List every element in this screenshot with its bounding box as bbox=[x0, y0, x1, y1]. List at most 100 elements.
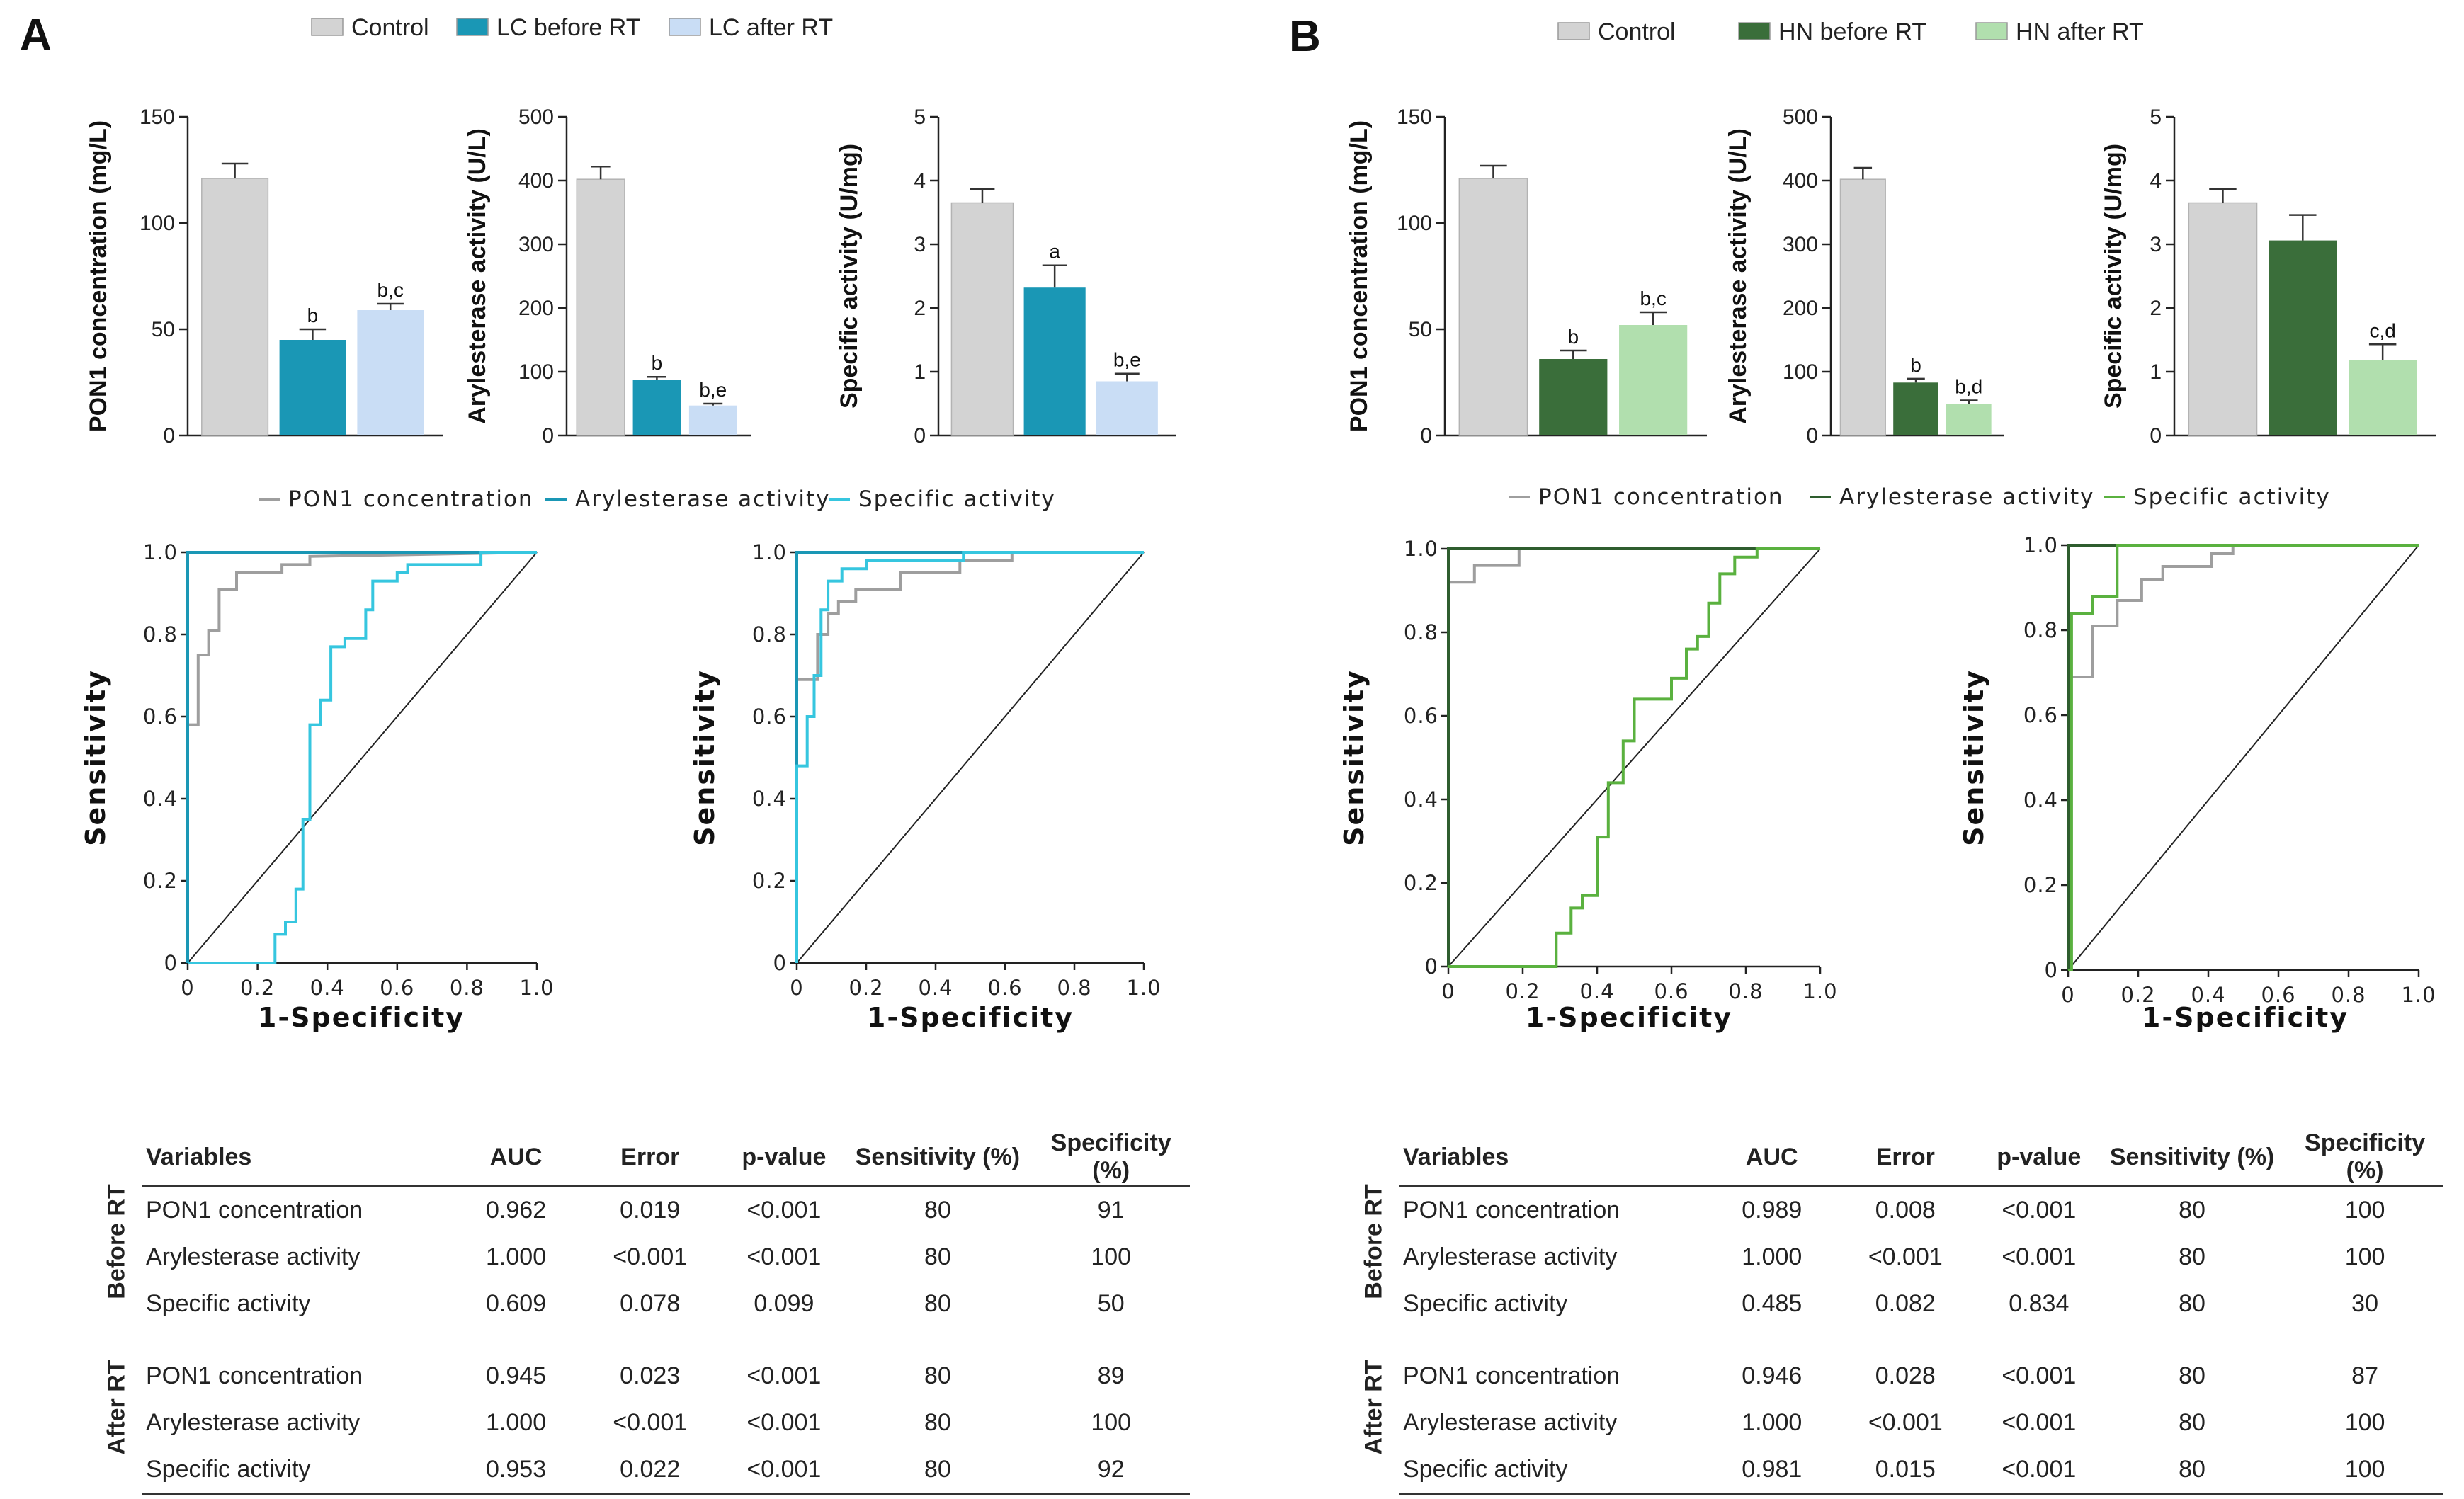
panel-b-bar-chart-3-y-tick-label: 5 bbox=[2150, 106, 2162, 129]
table-cell: <0.001 bbox=[746, 1243, 822, 1270]
table-cell: <0.001 bbox=[1868, 1243, 1943, 1270]
panel-a-legend-label: LC before RT bbox=[496, 14, 640, 41]
panel-a-bar-chart-1-y-axis-title: PON1 concentration (mg/L) bbox=[85, 120, 112, 432]
table-header-cell: Variables bbox=[142, 1129, 458, 1187]
panel-b-legend-swatch bbox=[1975, 22, 2008, 40]
table-row: PON1 concentration 0.946 0.028 <0.001 80 87 bbox=[1399, 1352, 2443, 1399]
panel-a-roc-chart-2-x-tick-label: 0.6 bbox=[987, 976, 1022, 1000]
table-row: Arylesterase activity 1.000 <0.001 <0.001 80… bbox=[1399, 1233, 2443, 1280]
table-cell: 0.946 bbox=[1742, 1362, 1802, 1389]
table-cell: 80 bbox=[2179, 1243, 2205, 1270]
panel-b-roc-chart-2-y-tick-label: 1.0 bbox=[2023, 533, 2058, 557]
panel-a-bar-chart-3-significance-label: b,e bbox=[1113, 349, 1141, 371]
table-header-cell: AUC bbox=[1713, 1129, 1831, 1187]
panel-b-roc-chart-2-y-tick-label: 0.2 bbox=[2023, 873, 2058, 897]
table-cell: 1.000 bbox=[1742, 1408, 1802, 1436]
panel-a-bar-chart-2-significance-label: b bbox=[652, 352, 663, 374]
panel-a-bar-chart-2-y-tick-label: 300 bbox=[518, 233, 554, 256]
table-cell: 100 bbox=[2286, 1446, 2443, 1495]
panel-a-roc-chart-1-x-tick-label: 0.4 bbox=[310, 976, 345, 1000]
table-cell: Specific activity bbox=[142, 1446, 458, 1495]
panel-b-roc-chart-2-x-tick-label: 0.4 bbox=[2191, 983, 2225, 1007]
panel-a-bar-chart-3-bar bbox=[1096, 381, 1158, 435]
panel-b-roc-chart-1-reference-line bbox=[1448, 548, 1821, 967]
table-row: Specific activity 0.609 0.078 0.099 80 50 bbox=[142, 1280, 1190, 1327]
panel-a-roc-chart-1-x-tick-label: 0 bbox=[181, 976, 194, 1000]
panel-b-bar-chart-2-y-tick-label: 400 bbox=[1783, 169, 1818, 193]
table-cell: <0.001 bbox=[746, 1196, 822, 1224]
panel-a-bar-chart-2-bar bbox=[632, 380, 681, 435]
table-cell: 80 bbox=[2179, 1289, 2205, 1317]
panel-a-bar-chart-2-y-tick-label: 0 bbox=[542, 424, 554, 448]
panel-a-roc-chart-1-x-tick-label: 0.2 bbox=[240, 976, 275, 1000]
panel-a-bar-chart-2-bar bbox=[576, 178, 625, 436]
panel-b-bar-chart-1-y-tick-label: 50 bbox=[1409, 318, 1432, 341]
table-header-cell: Specificity (%) bbox=[1032, 1129, 1190, 1187]
panel-b-roc-chart-2-x-tick-label: 0.2 bbox=[2120, 983, 2155, 1007]
table-cell: <0.001 bbox=[613, 1408, 688, 1436]
table-header-cell: Error bbox=[575, 1129, 725, 1187]
table-row: PON1 concentration 0.962 0.019 <0.001 80 91 bbox=[142, 1186, 1190, 1234]
table-cell: 1.000 bbox=[486, 1243, 547, 1270]
table-cell: 80 bbox=[924, 1408, 951, 1436]
panel-a-bar-chart-3-y-tick-label: 1 bbox=[914, 360, 926, 384]
table-cell: PON1 concentration bbox=[146, 1196, 363, 1224]
table-cell: <0.001 bbox=[746, 1408, 822, 1436]
table-row: PON1 concentration 0.989 0.008 <0.001 80 100 bbox=[1399, 1186, 2443, 1234]
panel-a-roc-chart-1-y-tick-label: 0.4 bbox=[143, 787, 178, 811]
panel-b-legend-label: HN before RT bbox=[1778, 18, 1926, 45]
panel-a-roc-chart-2-x-tick-label: 0 bbox=[790, 976, 803, 1000]
panel-b-roc-chart-2-y-axis-title: Sensitivity bbox=[1958, 669, 1989, 846]
table-row: Arylesterase activity 1.000 <0.001 <0.001 80… bbox=[142, 1233, 1190, 1280]
panel-b-roc-legend-label: Specific activity bbox=[2133, 484, 2331, 510]
panel-a-roc-chart-1-y-tick-label: 0.2 bbox=[143, 869, 178, 893]
panel-a-roc-chart-2-x-tick-label: 0.2 bbox=[848, 976, 883, 1000]
panel-b-bar-chart-1-y-axis-title: PON1 concentration (mg/L) bbox=[1346, 120, 1373, 432]
panel-a-roc-chart-2-y-axis-title: Sensitivity bbox=[689, 669, 720, 846]
panel-b-roc-chart-2-reference-line bbox=[2067, 545, 2419, 971]
table-cell: <0.001 bbox=[746, 1362, 822, 1389]
table-header-cell: Variables bbox=[1399, 1129, 1713, 1187]
panel-a-roc-legend-label: PON1 concentration bbox=[288, 486, 534, 512]
table-cell: Arylesterase activity bbox=[1403, 1408, 1618, 1436]
panel-a-bar-chart-3-significance-label: a bbox=[1049, 241, 1060, 263]
panel-b-bar-chart-1-y-tick-label: 0 bbox=[1420, 424, 1432, 448]
table-cell: 0.028 bbox=[1875, 1362, 1936, 1389]
table-cell: Specific activity bbox=[1403, 1289, 1568, 1317]
panel-b-roc-chart-2-x-tick-label: 1.0 bbox=[2401, 983, 2436, 1007]
table-cell: 0.008 bbox=[1875, 1196, 1936, 1224]
table-row: PON1 concentration 0.945 0.023 <0.001 80 89 bbox=[142, 1352, 1190, 1399]
panel-b-bar-chart-3-bar bbox=[2188, 202, 2258, 436]
table-header-cell: Sensitivity (%) bbox=[2097, 1129, 2287, 1187]
panel-b-roc-chart-1-y-tick-label: 1.0 bbox=[1404, 537, 1438, 561]
table-cell: 100 bbox=[1091, 1243, 1132, 1270]
panel-b-roc-chart-1-y-axis-title: Sensitivity bbox=[1339, 669, 1370, 846]
panel-a-bar-chart-3-y-tick-label: 0 bbox=[914, 424, 926, 448]
table-header-cell: p-value bbox=[725, 1129, 844, 1187]
table-cell: 80 bbox=[924, 1243, 951, 1270]
table-header-cell: Sensitivity (%) bbox=[843, 1129, 1033, 1187]
table-cell: 0.945 bbox=[486, 1362, 547, 1389]
panel-a-roc-chart-1-series-pon1-concentration bbox=[186, 551, 538, 963]
panel-a-bar-chart-1-y-tick-label: 0 bbox=[163, 424, 175, 448]
panel-a-bar-chart-1-y-tick-label: 100 bbox=[140, 212, 175, 235]
panel-b-bar-chart-3-y-tick-label: 3 bbox=[2150, 233, 2162, 256]
panel-a-bar-chart-1-significance-label: b bbox=[307, 304, 319, 326]
table-cell: 92 bbox=[1032, 1446, 1190, 1495]
table-cell: Specific activity bbox=[146, 1289, 311, 1317]
panel-a-bar-chart-2-y-tick-label: 400 bbox=[518, 169, 554, 193]
panel-a-roc-chart-2-x-tick-label: 1.0 bbox=[1126, 976, 1161, 1000]
table-cell: 0.981 bbox=[1713, 1446, 1831, 1495]
panel-b-roc-chart-2-y-tick-label: 0.4 bbox=[2023, 788, 2058, 812]
table-cell: <0.001 bbox=[2002, 1243, 2077, 1270]
panel-b-roc-chart-1-x-axis-title: 1-Specificity bbox=[1526, 1002, 1732, 1033]
panel-a-table-group-label: Before RT bbox=[103, 1184, 130, 1299]
table-cell: 0.023 bbox=[620, 1362, 681, 1389]
panel-a-roc-chart-1-y-tick-label: 1.0 bbox=[143, 540, 178, 564]
panel-a-roc-chart-2-reference-line bbox=[796, 552, 1145, 964]
panel-b-legend-label: Control bbox=[1598, 18, 1676, 45]
panel-b-bar-chart-2-y-tick-label: 0 bbox=[1806, 424, 1818, 448]
panel-b-label: B bbox=[1289, 12, 1321, 61]
table-header-cell: AUC bbox=[457, 1129, 576, 1187]
panel-b-bar-chart-2-significance-label: b bbox=[1910, 354, 1921, 376]
